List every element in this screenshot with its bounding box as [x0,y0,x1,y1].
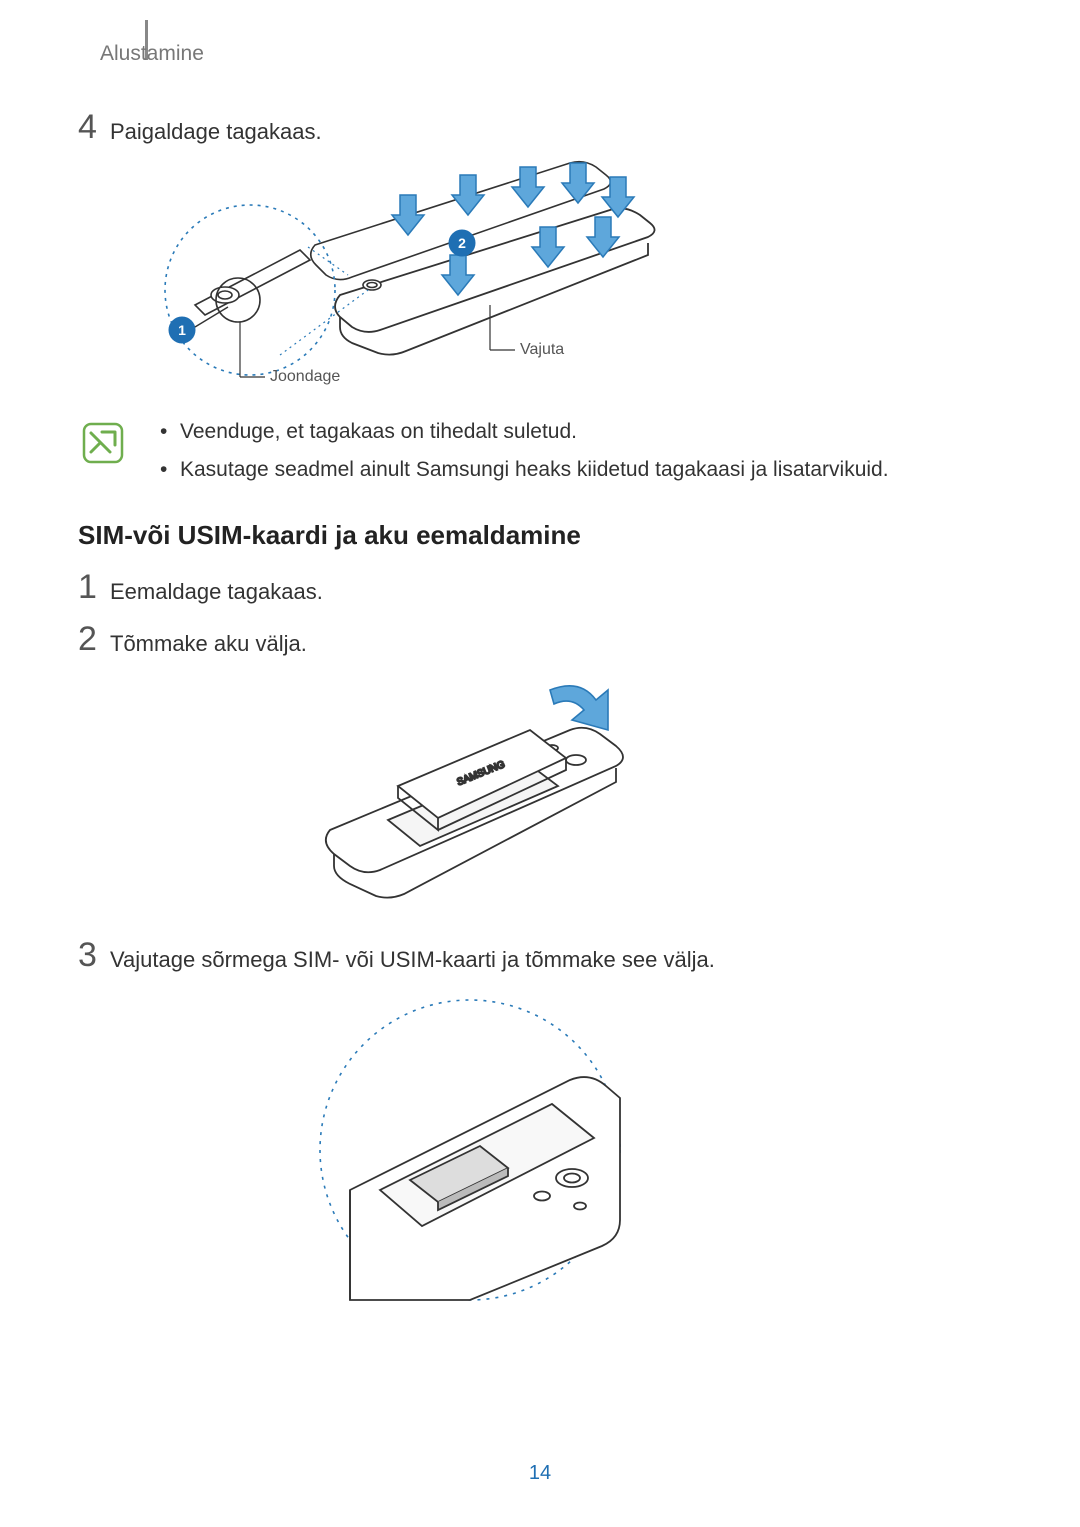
page-number: 14 [0,1462,1080,1485]
note-item-2: Kasutage seadmel ainult Samsungi heaks k… [160,458,1000,482]
step-1-text: Eemaldage tagakaas. [110,579,323,605]
step-2-number: 2 [78,620,97,659]
diagram-remove-battery: SAMSUNG [290,670,670,920]
diagram-install-cover: 1 2 Joondage Vajuta [140,155,700,425]
section-heading: SIM-või USIM-kaardi ja aku eemaldamine [78,520,581,551]
header-title: Alustamine [100,42,204,66]
step-2-text: Tõmmake aku välja. [110,631,307,657]
step-1-number: 1 [78,568,97,607]
note-item-1: Veenduge, et tagakaas on tihedalt suletu… [160,420,1000,444]
callout-2-number: 2 [458,235,466,251]
diagram1-label-press: Vajuta [520,341,564,359]
step-4-text: Paigaldage tagakaas. [110,119,322,145]
note-list: Veenduge, et tagakaas on tihedalt suletu… [160,420,1000,496]
step-3-text: Vajutage sõrmega SIM- või USIM-kaarti ja… [110,947,715,973]
step-4-number: 4 [78,108,97,147]
callout-1-number: 1 [178,322,186,338]
note-icon [82,422,124,464]
diagram-remove-sim [290,990,650,1310]
step-3-number: 3 [78,936,97,975]
diagram1-label-align: Joondage [270,368,340,386]
